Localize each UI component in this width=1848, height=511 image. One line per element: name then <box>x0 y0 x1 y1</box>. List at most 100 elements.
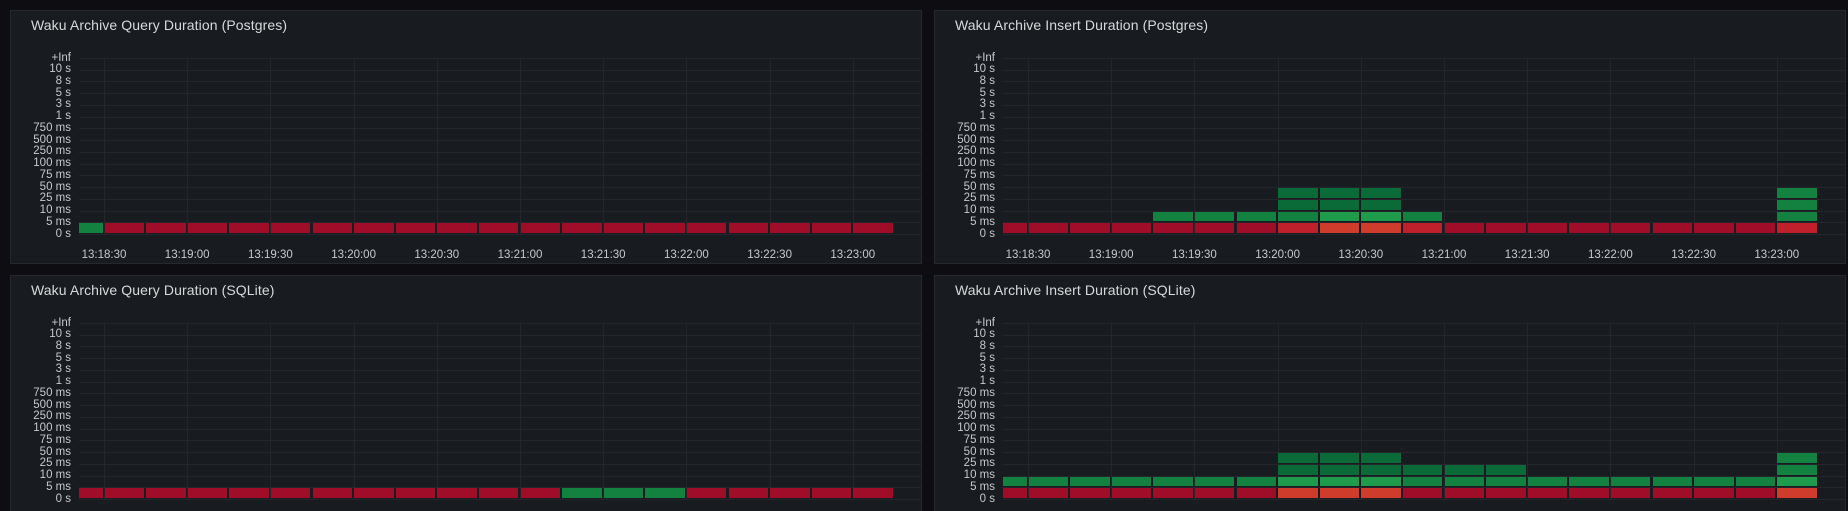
heatmap-cell[interactable] <box>1527 488 1568 498</box>
heatmap-cell[interactable] <box>645 223 685 233</box>
heatmap-cell[interactable] <box>1194 488 1235 498</box>
heatmap-cell[interactable] <box>1319 453 1360 463</box>
heatmap-cell[interactable] <box>1652 223 1693 233</box>
heatmap-cell[interactable] <box>1236 476 1277 487</box>
heatmap-cell[interactable] <box>79 488 103 498</box>
heatmap-cell[interactable] <box>312 223 353 233</box>
heatmap-cell[interactable] <box>1777 488 1817 498</box>
heatmap-cell[interactable] <box>187 223 228 233</box>
heatmap-cell[interactable] <box>1070 476 1110 487</box>
heatmap-cell[interactable] <box>1003 223 1027 233</box>
heatmap-cell[interactable] <box>1236 223 1277 233</box>
heatmap-cell[interactable] <box>1527 223 1568 233</box>
heatmap-cell[interactable] <box>312 488 353 498</box>
heatmap-cell[interactable] <box>1111 223 1152 233</box>
heatmap-cell[interactable] <box>1153 476 1193 487</box>
heatmap-cell[interactable] <box>1153 211 1193 222</box>
heatmap-cell[interactable] <box>645 488 685 498</box>
heatmap-cell[interactable] <box>1278 453 1318 463</box>
heatmap-cell[interactable] <box>1652 488 1693 498</box>
heatmap-cell[interactable] <box>1527 476 1568 487</box>
heatmap-cell[interactable] <box>1319 211 1360 222</box>
heatmap-cell[interactable] <box>1569 223 1609 233</box>
heatmap-cell[interactable] <box>1361 464 1401 475</box>
heatmap-cell[interactable] <box>686 223 727 233</box>
heatmap-cell[interactable] <box>1610 488 1651 498</box>
heatmap-cell[interactable] <box>1777 188 1817 198</box>
heatmap-cell[interactable] <box>1777 453 1817 463</box>
heatmap-cell[interactable] <box>1111 476 1152 487</box>
heatmap-cell[interactable] <box>1319 464 1360 475</box>
heatmap-cell[interactable] <box>1028 476 1069 487</box>
heatmap-cell[interactable] <box>1070 488 1110 498</box>
heatmap-cell[interactable] <box>1444 488 1485 498</box>
heatmap-cell[interactable] <box>728 488 769 498</box>
heatmap-cell[interactable] <box>1278 476 1318 487</box>
heatmap-cell[interactable] <box>354 488 394 498</box>
heatmap-cell[interactable] <box>270 223 311 233</box>
heatmap-cell[interactable] <box>770 488 810 498</box>
heatmap-cell[interactable] <box>1486 488 1526 498</box>
heatmap-cell[interactable] <box>1070 223 1110 233</box>
heatmap-cell[interactable] <box>562 488 602 498</box>
heatmap-cell[interactable] <box>562 223 602 233</box>
heatmap-cell[interactable] <box>1610 223 1651 233</box>
heatmap-cell[interactable] <box>146 488 186 498</box>
heatmap-cell[interactable] <box>520 223 561 233</box>
heatmap-cell[interactable] <box>146 223 186 233</box>
heatmap-cell[interactable] <box>1361 488 1401 498</box>
heatmap-cell[interactable] <box>1735 488 1776 498</box>
panel-title[interactable]: Waku Archive Insert Duration (Postgres) <box>955 17 1209 33</box>
heatmap-cell[interactable] <box>1444 223 1485 233</box>
heatmap-cell[interactable] <box>395 223 436 233</box>
heatmap-cell[interactable] <box>1361 199 1401 210</box>
heatmap-cell[interactable] <box>187 488 228 498</box>
heatmap-cell[interactable] <box>1003 476 1027 487</box>
heatmap-cell[interactable] <box>1402 223 1443 233</box>
heatmap-cell[interactable] <box>1236 488 1277 498</box>
heatmap-cell[interactable] <box>686 488 727 498</box>
heatmap-cell[interactable] <box>1278 188 1318 198</box>
heatmap-cell[interactable] <box>104 223 145 233</box>
heatmap-cell[interactable] <box>1361 223 1401 233</box>
heatmap-cell[interactable] <box>1361 211 1401 222</box>
panel-title[interactable]: Waku Archive Query Duration (SQLite) <box>31 282 275 298</box>
heatmap-cell[interactable] <box>1402 476 1443 487</box>
heatmap-cell[interactable] <box>229 488 269 498</box>
heatmap-cell[interactable] <box>1777 464 1817 475</box>
heatmap-cell[interactable] <box>853 488 893 498</box>
heatmap-cell[interactable] <box>811 488 852 498</box>
heatmap-cell[interactable] <box>1278 199 1318 210</box>
heatmap-cell[interactable] <box>1028 223 1069 233</box>
heatmap-cell[interactable] <box>354 223 394 233</box>
heatmap-cell[interactable] <box>437 488 477 498</box>
heatmap-cell[interactable] <box>728 223 769 233</box>
heatmap-cell[interactable] <box>1153 488 1193 498</box>
heatmap-cell[interactable] <box>1003 488 1027 498</box>
heatmap-cell[interactable] <box>1028 488 1069 498</box>
heatmap-cell[interactable] <box>853 223 893 233</box>
panel-title[interactable]: Waku Archive Query Duration (Postgres) <box>31 17 288 33</box>
heatmap-cell[interactable] <box>1402 488 1443 498</box>
heatmap-cell[interactable] <box>1777 211 1817 222</box>
heatmap-cell[interactable] <box>79 223 103 233</box>
heatmap-cell[interactable] <box>1194 211 1235 222</box>
heatmap-cell[interactable] <box>1111 488 1152 498</box>
heatmap-cell[interactable] <box>1361 188 1401 198</box>
heatmap-cell[interactable] <box>395 488 436 498</box>
heatmap-cell[interactable] <box>1610 476 1651 487</box>
heatmap-cell[interactable] <box>811 223 852 233</box>
heatmap-cell[interactable] <box>1694 223 1734 233</box>
heatmap-cell[interactable] <box>478 488 519 498</box>
heatmap-cell[interactable] <box>1278 464 1318 475</box>
heatmap-cell[interactable] <box>1694 488 1734 498</box>
heatmap-cell[interactable] <box>1735 223 1776 233</box>
heatmap-cell[interactable] <box>1486 223 1526 233</box>
heatmap-cell[interactable] <box>1402 464 1443 475</box>
heatmap-cell[interactable] <box>1361 453 1401 463</box>
heatmap-cell[interactable] <box>104 488 145 498</box>
heatmap-cell[interactable] <box>478 223 519 233</box>
heatmap-cell[interactable] <box>270 488 311 498</box>
heatmap-cell[interactable] <box>437 223 477 233</box>
heatmap-cell[interactable] <box>1735 476 1776 487</box>
